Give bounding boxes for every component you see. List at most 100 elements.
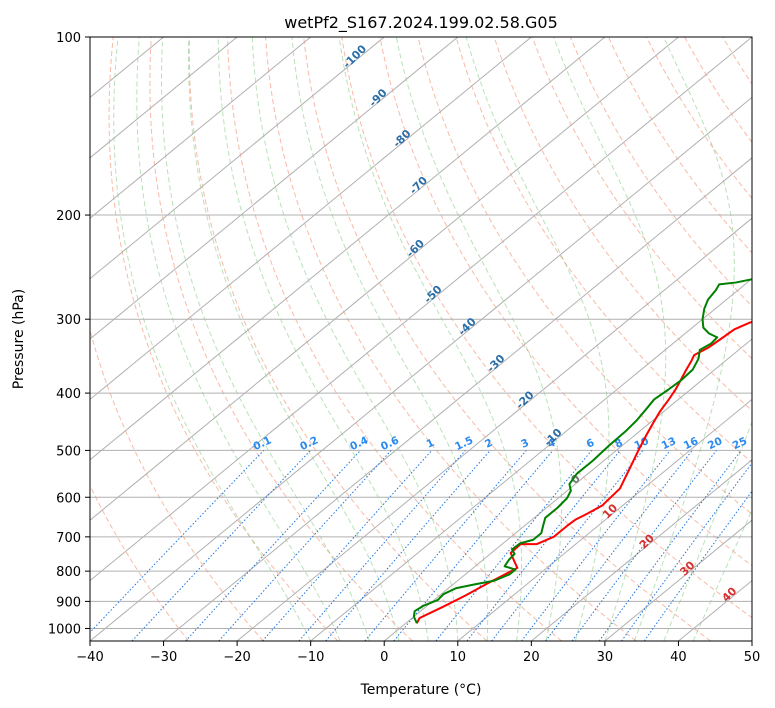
chart-title: wetPf2_S167.2024.199.02.58.G05: [284, 13, 558, 33]
isotherm-label: 30: [677, 558, 697, 578]
isotherm-line: [90, 37, 606, 461]
isotherm-line: [90, 37, 459, 340]
isotherm-label: -90: [366, 86, 389, 109]
mixing-ratio-line: [598, 450, 742, 641]
moist-adiabat-line: [187, 37, 400, 641]
mixing-ratio-line: [621, 462, 752, 641]
y-tick-label: 100: [56, 31, 81, 46]
mixing-ratio-line: [325, 450, 491, 641]
x-tick-label: 0: [380, 650, 388, 665]
dry-adiabat-line: [761, 37, 775, 641]
isotherm-line: [90, 37, 385, 280]
isotherm-label: 20: [637, 531, 657, 551]
isotherm-label: -20: [513, 388, 536, 411]
y-tick-label: 600: [56, 491, 81, 506]
dry-adiabat-line: [569, 37, 752, 307]
isotherm-line: [90, 37, 679, 521]
isotherm-line: [90, 96, 752, 641]
dry-adiabat-line: [608, 37, 752, 254]
dry-adiabat-line: [188, 37, 488, 641]
mixing-ratio-line: [131, 450, 311, 641]
mixing-ratio-line: [643, 490, 752, 641]
dry-adiabat-line: [493, 37, 752, 412]
mixing-ratio-label: 25: [731, 435, 749, 452]
y-tick-label: 800: [56, 565, 81, 580]
x-tick-label: 50: [744, 650, 761, 665]
mixing-ratio-label: 2: [483, 437, 495, 451]
mixing-ratio-label: 30: [751, 435, 769, 452]
y-tick-label: 300: [56, 313, 81, 328]
dry-adiabat-line: [90, 484, 190, 641]
isotherm-line: [383, 338, 752, 641]
mixing-ratio-line: [491, 450, 644, 641]
isotherm-line: [236, 217, 752, 641]
x-tick-label: 40: [670, 650, 687, 665]
mixing-ratio-label: 4: [546, 437, 558, 451]
isotherm-line: [90, 37, 238, 159]
y-tick-label: 400: [56, 387, 81, 402]
isotherm-line: [751, 640, 752, 641]
isotherm-label: -80: [390, 127, 413, 150]
isotherm-line: [90, 37, 532, 401]
dry-adiabat-line: [108, 37, 339, 641]
mixing-ratio-line: [90, 450, 265, 634]
moist-adiabat-line: [161, 37, 370, 641]
moist-adiabat-line: [251, 37, 459, 641]
isotherm-line: [531, 459, 752, 641]
dry-adiabat-line: [149, 37, 413, 641]
mixing-ratio-line: [393, 450, 554, 641]
mixing-ratio-line: [571, 450, 717, 641]
dry-adiabat-line: [341, 37, 752, 619]
isotherm-line: [90, 37, 311, 219]
moist-adiabat-line: [465, 37, 610, 641]
moist-adiabat-line: [136, 37, 341, 641]
mixing-ratio-line: [364, 450, 527, 641]
mixing-ratio-label: 8: [613, 437, 625, 451]
mixing-ratio-label: 3: [519, 437, 531, 451]
y-tick-label: 200: [56, 209, 81, 224]
background-lines: 0.1 0.2 0.4 0.6 1 1.5 2 3 4 6 8 10 13 16 20 25 30 36-100-…: [90, 37, 775, 641]
x-tick-label: −40: [76, 650, 103, 665]
mixing-ratio-label: 16: [682, 435, 700, 452]
x-tick-label: 30: [597, 650, 614, 665]
x-tick-label: 10: [450, 650, 467, 665]
y-axis-label: Pressure (hPa): [11, 289, 27, 389]
dry-adiabat-line: [303, 37, 712, 641]
y-tick-label: 900: [56, 595, 81, 610]
dry-adiabat-line: [265, 37, 637, 641]
dry-adiabat-line: [684, 37, 752, 144]
dry-adiabat-line: [722, 37, 752, 85]
moist-adiabat-line: [217, 37, 429, 641]
moist-adiabat-line: [338, 37, 523, 641]
mixing-ratio-line: [521, 450, 671, 641]
plot-area: 0.1 0.2 0.4 0.6 1 1.5 2 3 4 6 8 10 13 16 20 25 30 36-100-…: [48, 31, 775, 665]
isotherm-label: -100: [340, 42, 369, 71]
dry-adiabat-line: [379, 37, 752, 567]
dry-adiabat-line: [226, 37, 562, 641]
moist-adiabat-line: [113, 37, 312, 641]
mixing-ratio-label: 6: [585, 437, 597, 451]
isotherm-line: [604, 519, 752, 641]
y-tick-label: 1000: [48, 622, 81, 637]
mixing-ratio-label: 1: [425, 437, 437, 451]
mixing-ratio-line: [435, 450, 593, 641]
dry-adiabat-line: [90, 328, 264, 641]
isotherm-label: -70: [407, 174, 430, 197]
mixing-ratio-line: [545, 450, 693, 641]
isotherm-line: [457, 398, 752, 641]
x-tick-label: −20: [223, 650, 250, 665]
moist-adiabat-line: [291, 37, 489, 641]
isotherm-line: [163, 157, 752, 641]
mixing-ratio-line: [262, 450, 433, 641]
isotherm-line: [310, 277, 752, 641]
isotherm-label: -30: [484, 352, 507, 375]
isotherm-label: -50: [421, 283, 444, 306]
plot-frame: [89, 36, 753, 642]
x-tick-label: 20: [523, 650, 540, 665]
y-tick-label: 700: [56, 531, 81, 546]
dewpoint-profile-line: [412, 278, 752, 624]
temperature-profile-line: [415, 320, 752, 624]
moist-adiabat-line: [553, 37, 667, 641]
isotherm-label: -60: [404, 237, 427, 260]
